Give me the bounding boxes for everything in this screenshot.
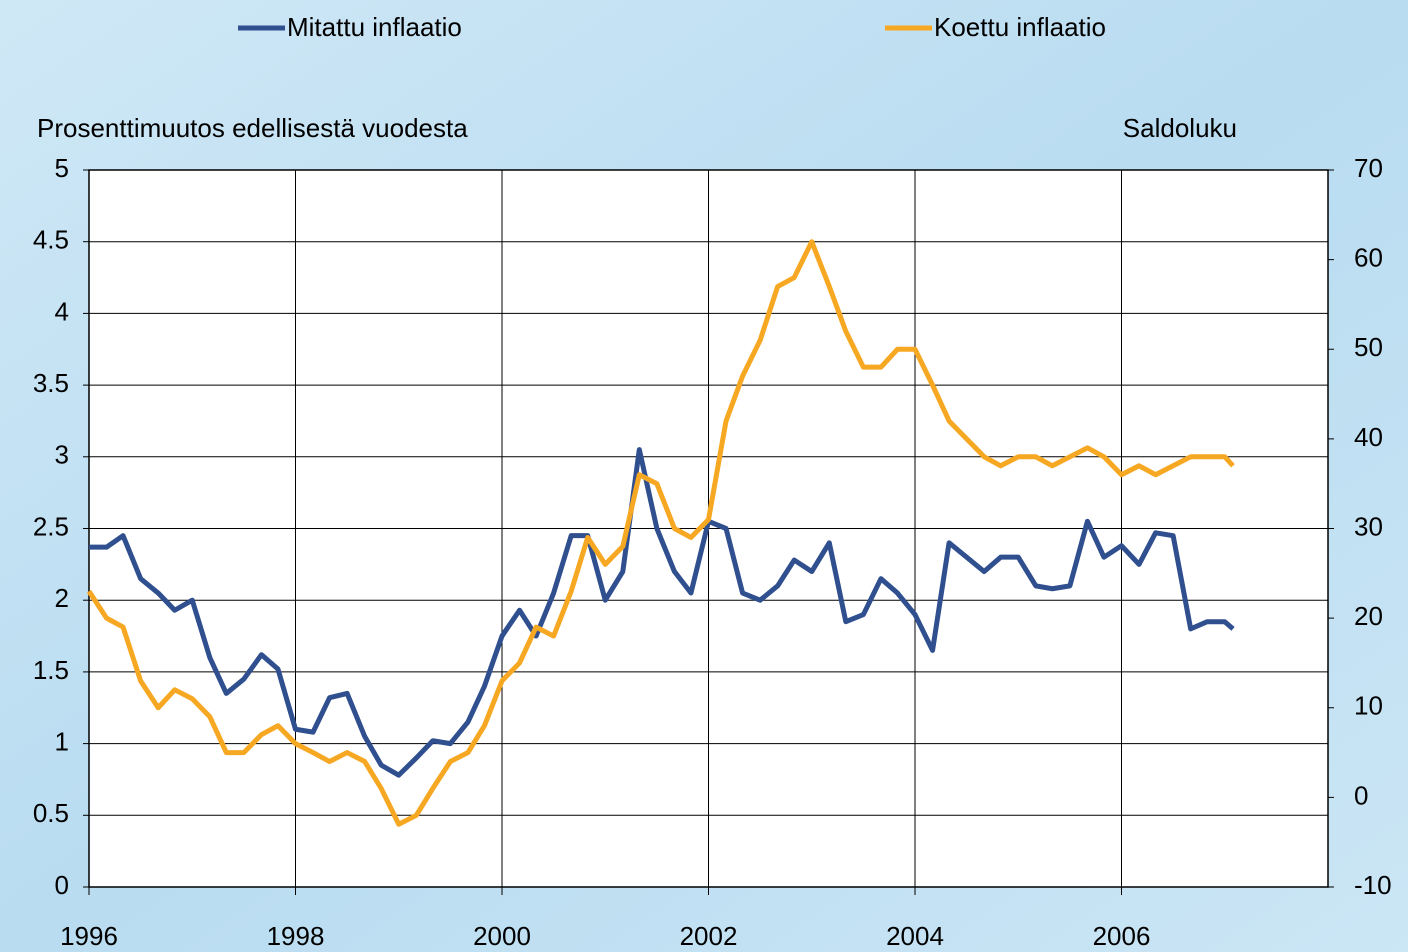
y2-tick-label: -10 (1354, 870, 1392, 900)
x-tick-label: 2000 (473, 921, 531, 951)
y-tick-label: 5 (55, 153, 69, 183)
x-tick-label: 1996 (60, 921, 118, 951)
y2-tick-label: 60 (1354, 243, 1383, 273)
y-tick-label: 4 (55, 296, 69, 326)
y2-tick-label: 20 (1354, 601, 1383, 631)
y2-tick-label: 40 (1354, 422, 1383, 452)
y2-tick-label: 10 (1354, 691, 1383, 721)
y2-axis-title: Saldoluku (1123, 113, 1237, 143)
plot-frame (88, 169, 1329, 888)
y-tick-label: 2 (55, 583, 69, 613)
y-axis-title: Prosenttimuutos edellisestä vuodesta (37, 113, 468, 143)
y-tick-label: 2.5 (33, 511, 69, 541)
y-tick-label: 3.5 (33, 368, 69, 398)
y-tick-label: 1 (55, 726, 69, 756)
y-tick-label: 0.5 (33, 798, 69, 828)
x-tick-label: 2004 (886, 921, 944, 951)
y-tick-label: 4.5 (33, 225, 69, 255)
series-line (89, 447, 1235, 778)
series-line (86, 239, 1235, 827)
x-tick-label: 2002 (680, 921, 738, 951)
y-tick-label: 1.5 (33, 655, 69, 685)
y-tick-label: 0 (55, 870, 69, 900)
x-tick-label: 1998 (267, 921, 325, 951)
legend-label: Mitattu inflaatio (287, 12, 462, 42)
x-tick-label: 2006 (1093, 921, 1151, 951)
y2-tick-label: 30 (1354, 511, 1383, 541)
y2-tick-label: 50 (1354, 332, 1383, 362)
y2-tick-label: 0 (1354, 780, 1368, 810)
legend-label: Koettu inflaatio (934, 12, 1106, 42)
y-tick-label: 3 (55, 440, 69, 470)
y2-tick-label: 70 (1354, 153, 1383, 183)
